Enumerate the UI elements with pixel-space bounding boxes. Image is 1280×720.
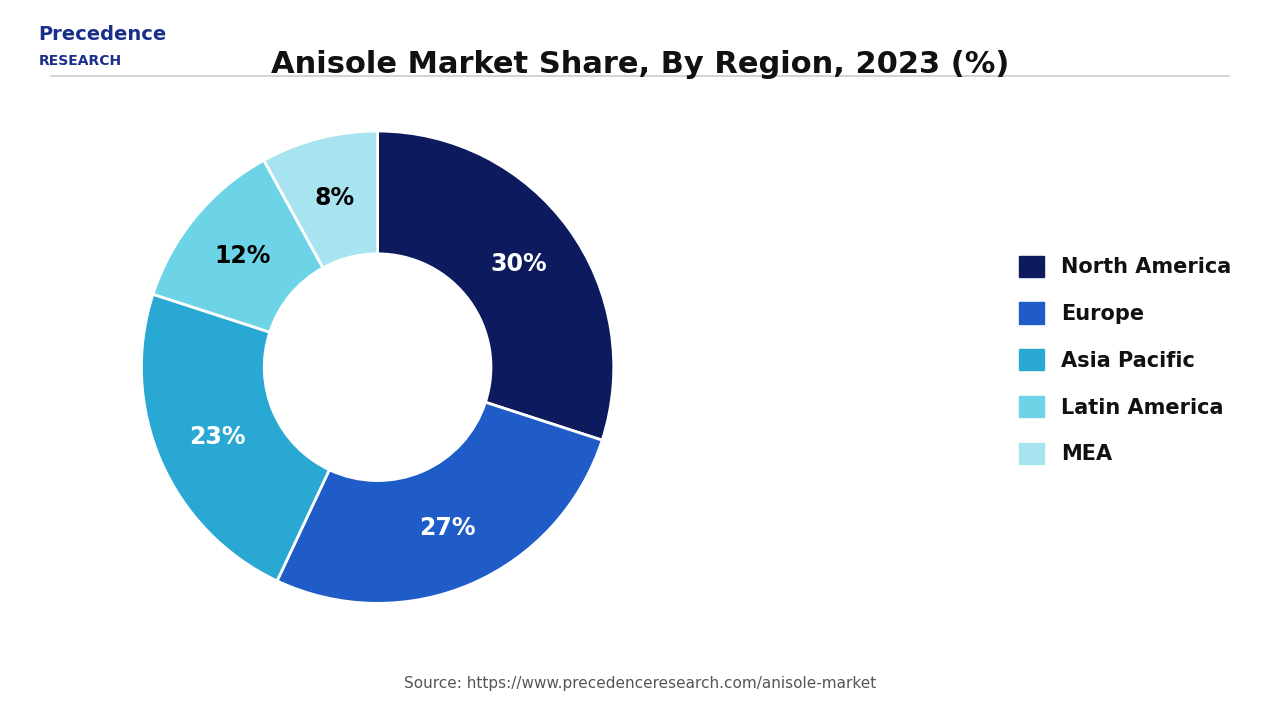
Text: 27%: 27% (419, 516, 475, 539)
Text: Source: https://www.precedenceresearch.com/anisole-market: Source: https://www.precedenceresearch.c… (404, 676, 876, 691)
Wedge shape (142, 294, 329, 581)
Text: Anisole Market Share, By Region, 2023 (%): Anisole Market Share, By Region, 2023 (%… (271, 50, 1009, 79)
Text: 8%: 8% (314, 186, 355, 210)
Text: 23%: 23% (189, 425, 246, 449)
Text: 12%: 12% (215, 244, 271, 268)
Text: RESEARCH: RESEARCH (38, 54, 122, 68)
Wedge shape (264, 131, 378, 268)
Wedge shape (378, 131, 613, 440)
Wedge shape (154, 161, 323, 332)
Legend: North America, Europe, Asia Pacific, Latin America, MEA: North America, Europe, Asia Pacific, Lat… (1019, 256, 1231, 464)
Text: 30%: 30% (490, 253, 548, 276)
Text: Precedence: Precedence (38, 25, 166, 44)
Wedge shape (276, 402, 602, 603)
